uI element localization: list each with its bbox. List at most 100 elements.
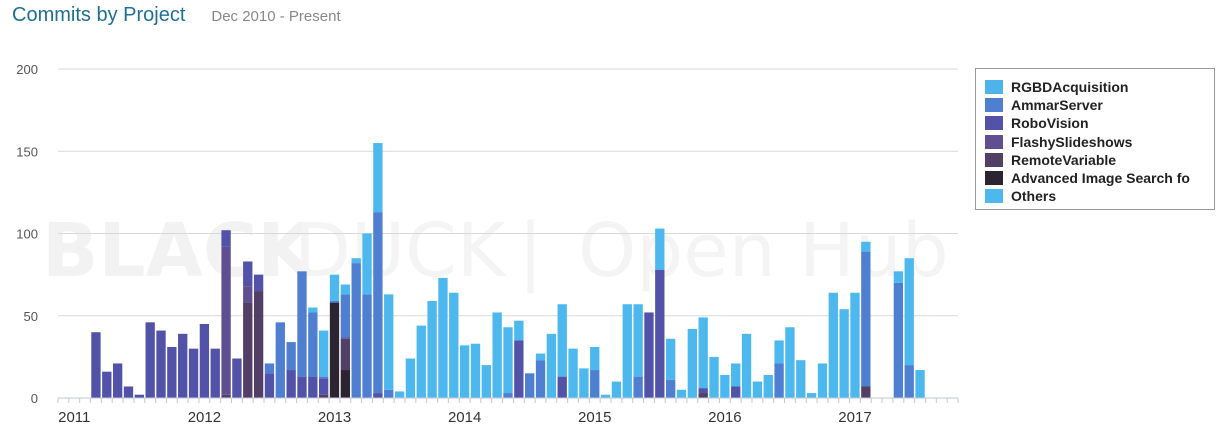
bar-segment: [904, 258, 914, 366]
bar-segment: [210, 348, 220, 398]
bar-segment: [221, 246, 231, 395]
x-year-label: 2017: [838, 409, 871, 426]
legend-item[interactable]: RoboVision: [985, 114, 1214, 132]
bar-segment: [340, 294, 351, 338]
bar-segment: [492, 312, 502, 398]
bar-series: [91, 143, 925, 399]
y-tick-label: 0: [31, 391, 38, 406]
bar-segment: [145, 322, 155, 398]
bar-segment: [264, 373, 275, 398]
bar-segment: [340, 338, 351, 371]
bar-segment: [329, 300, 340, 303]
y-tick-label: 100: [16, 227, 38, 242]
bar-segment: [340, 284, 351, 295]
bar-segment: [731, 386, 741, 398]
bar-segment: [308, 376, 318, 398]
bar-segment: [514, 320, 524, 341]
bar-segment: [861, 251, 871, 387]
bar-segment: [687, 328, 697, 398]
bar-segment: [839, 309, 849, 398]
bar-segment: [264, 363, 275, 374]
bar-segment: [297, 271, 307, 377]
legend-label: RemoteVariable: [1011, 151, 1117, 168]
bar-segment: [297, 376, 307, 398]
bar-segment: [579, 368, 589, 398]
bar-segment: [665, 338, 676, 380]
x-year-label: 2015: [578, 409, 611, 426]
bar-segment: [774, 363, 784, 398]
legend-item[interactable]: RGBDAcquisition: [985, 78, 1214, 96]
x-year-label: 2011: [58, 409, 90, 426]
bar-segment: [752, 381, 763, 398]
x-year-label: 2012: [188, 409, 221, 426]
legend-label: AmmarServer: [1011, 97, 1103, 114]
bar-segment: [817, 363, 828, 398]
bar-segment: [362, 294, 372, 398]
bar-segment: [286, 342, 296, 371]
watermark-product: Open Hub: [578, 208, 949, 294]
bar-segment: [243, 302, 253, 398]
bar-segment: [644, 312, 654, 398]
bar-segment: [590, 347, 600, 371]
bar-segment: [449, 292, 459, 398]
y-gridlines: [58, 68, 958, 317]
bar-segment: [546, 333, 557, 398]
bar-segment: [373, 212, 383, 394]
y-tick-label: 50: [24, 309, 38, 324]
bar-segment: [470, 343, 481, 398]
watermark-brand-light: DUCK: [294, 208, 508, 294]
legend-swatch: [985, 80, 1003, 95]
legend-item[interactable]: Advanced Image Search fo: [985, 169, 1214, 187]
bar-segment: [600, 394, 611, 398]
bar-segment: [308, 307, 318, 313]
bar-segment: [308, 312, 318, 377]
legend-item[interactable]: FlashySlideshows: [985, 133, 1214, 151]
bar-segment: [394, 391, 405, 398]
bar-segment: [319, 376, 329, 379]
bar-segment: [373, 393, 383, 398]
bar-segment: [188, 348, 199, 398]
bar-segment: [676, 389, 687, 398]
legend-label: RoboVision: [1011, 115, 1089, 132]
bar-segment: [438, 277, 448, 398]
y-axis-tick-labels: 0 50 100 150 200: [16, 62, 38, 406]
legend-item[interactable]: RemoteVariable: [985, 151, 1214, 169]
legend-label: Advanced Image Search fo: [1011, 170, 1190, 187]
legend-label: RGBDAcquisition: [1011, 79, 1129, 96]
bar-segment: [698, 393, 708, 398]
bar-segment: [535, 353, 546, 361]
bar-segment: [362, 233, 372, 295]
x-year-label: 2014: [448, 409, 481, 426]
x-axis: 2011 2012 2013 2014 2015 2016 2017: [57, 397, 959, 426]
legend-item[interactable]: Others: [985, 187, 1214, 205]
bar-segment: [503, 327, 513, 394]
bar-segment: [861, 386, 871, 398]
bar-segment: [243, 261, 253, 287]
bar-segment: [828, 292, 838, 398]
bar-segment: [178, 333, 188, 398]
bar-segment: [123, 386, 134, 398]
bar-segment: [915, 370, 925, 398]
bar-segment: [243, 286, 253, 303]
legend-item[interactable]: AmmarServer: [985, 96, 1214, 114]
bar-segment: [384, 294, 394, 390]
bar-segment: [373, 143, 383, 213]
bar-segment: [611, 381, 622, 398]
legend-swatch: [985, 152, 1003, 167]
bar-segment: [525, 373, 535, 398]
legend-swatch: [985, 98, 1003, 113]
bar-segment: [329, 302, 340, 398]
bar-segment: [319, 394, 329, 398]
bar-segment: [850, 292, 860, 398]
bar-segment: [655, 269, 665, 398]
bar-segment: [535, 360, 546, 398]
y-tick-label: 150: [16, 144, 38, 159]
bar-segment: [156, 330, 166, 398]
legend-label: FlashySlideshows: [1011, 133, 1133, 150]
watermark: BLACK DUCK | Open Hub: [42, 208, 949, 294]
x-year-label: 2016: [708, 409, 741, 426]
legend-swatch: [985, 116, 1003, 131]
bar-segment: [731, 363, 741, 387]
bar-segment: [427, 300, 437, 398]
bar-segment: [633, 376, 643, 398]
